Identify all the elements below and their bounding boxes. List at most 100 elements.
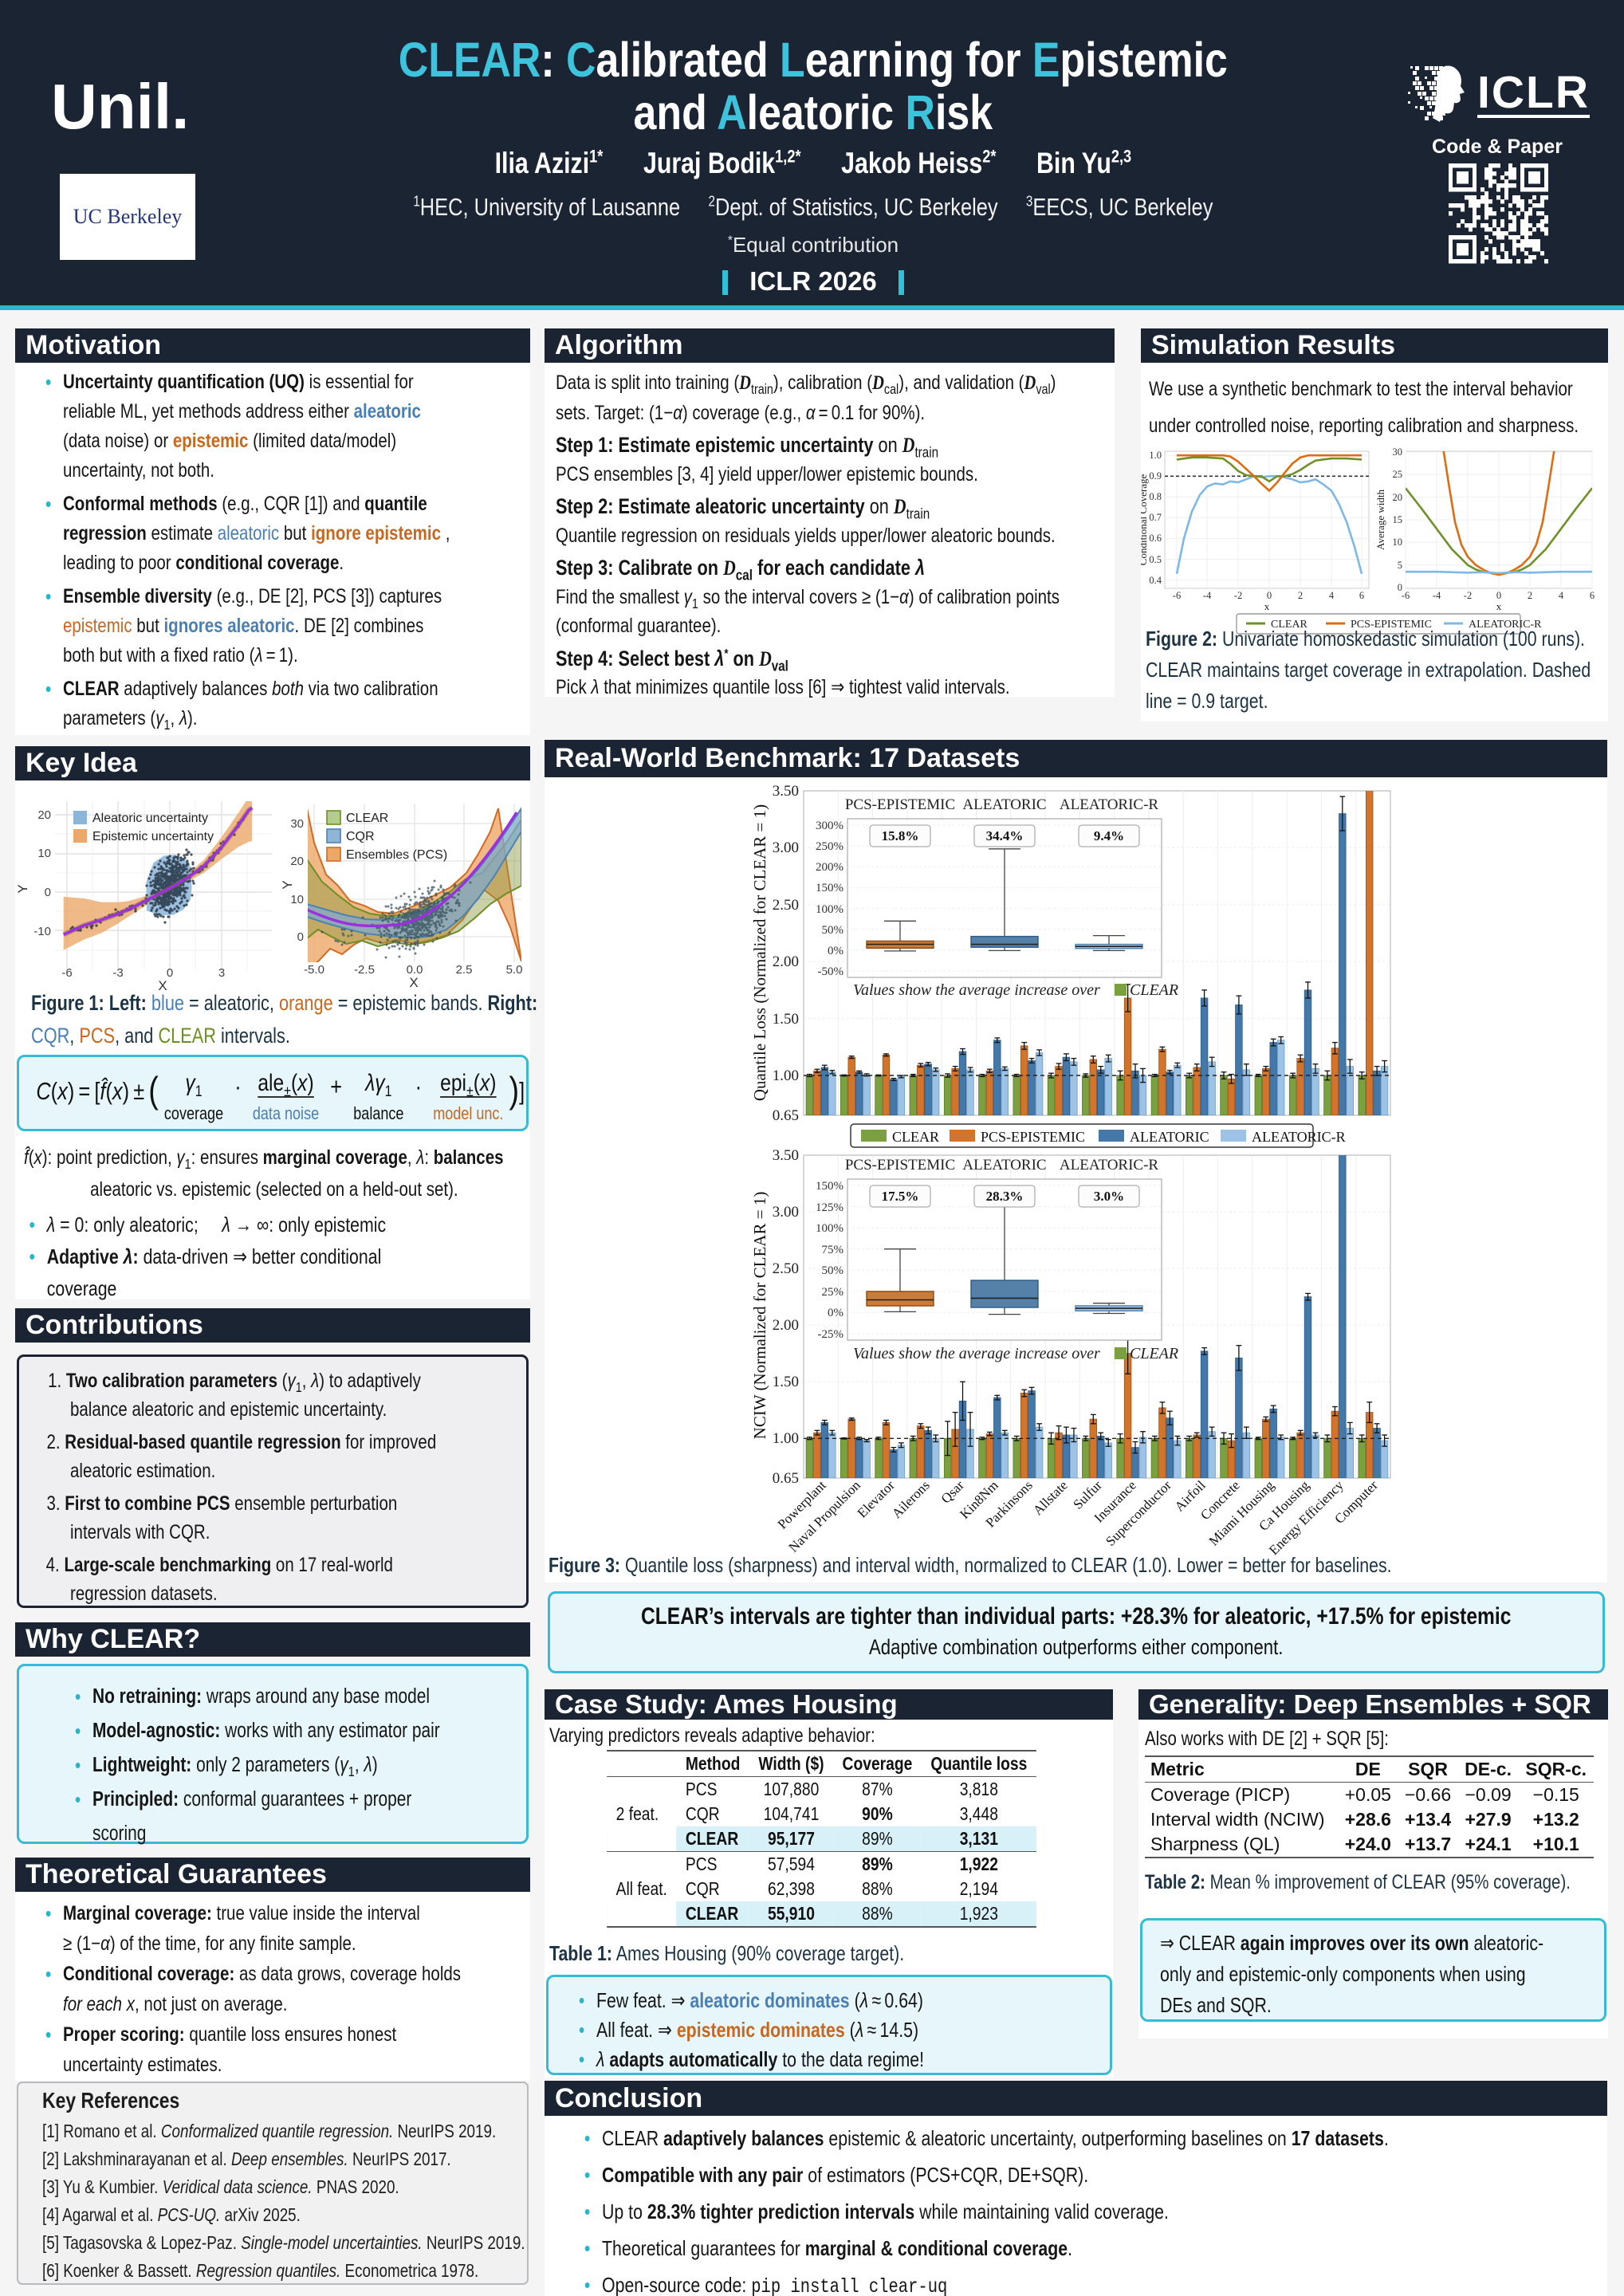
svg-text:Values show the average increa: Values show the average increase over — [853, 981, 1100, 999]
svg-text:Ailerons: Ailerons — [889, 1477, 933, 1521]
svg-text:Average width: Average width — [1374, 489, 1386, 550]
svg-text:-2: -2 — [1234, 590, 1242, 601]
svg-text:0: 0 — [1267, 590, 1272, 601]
svg-text:ALEATORIC-R: ALEATORIC-R — [1469, 619, 1542, 631]
svg-text:Allstate: Allstate — [1030, 1477, 1071, 1518]
svg-text:3.50: 3.50 — [773, 1147, 799, 1164]
svg-text:ALEATORIC: ALEATORIC — [962, 1157, 1046, 1174]
svg-text:1.00: 1.00 — [773, 1430, 799, 1447]
svg-text:-3: -3 — [112, 966, 123, 980]
svg-text:ALEATORIC: ALEATORIC — [1130, 1129, 1209, 1145]
svg-text:3: 3 — [218, 966, 225, 980]
svg-text:0.5: 0.5 — [1149, 554, 1162, 565]
svg-text:50%: 50% — [822, 924, 844, 937]
svg-text:PCS-EPISTEMIC: PCS-EPISTEMIC — [981, 1129, 1085, 1145]
svg-text:100%: 100% — [816, 903, 843, 916]
svg-text:34.4%: 34.4% — [986, 828, 1024, 843]
svg-text:6: 6 — [1590, 590, 1595, 601]
svg-text:Aleatoric uncertainty: Aleatoric uncertainty — [92, 812, 208, 825]
svg-text:125%: 125% — [816, 1201, 843, 1214]
svg-text:3.00: 3.00 — [773, 1204, 799, 1221]
svg-text:CLEAR: CLEAR — [346, 812, 388, 825]
svg-text:20: 20 — [37, 808, 51, 822]
svg-text:Values show the average increa: Values show the average increase over — [853, 1345, 1100, 1362]
svg-text:25: 25 — [1393, 469, 1403, 480]
svg-text:10: 10 — [290, 893, 304, 906]
svg-text:ALEATORIC-R: ALEATORIC-R — [1252, 1129, 1346, 1145]
svg-text:3.00: 3.00 — [773, 839, 799, 856]
svg-text:-4: -4 — [1433, 590, 1441, 601]
svg-text:0.65: 0.65 — [773, 1470, 799, 1487]
svg-text:15.8%: 15.8% — [882, 828, 919, 843]
svg-text:Ensembles (PCS): Ensembles (PCS) — [346, 848, 447, 862]
svg-text:-50%: -50% — [818, 965, 844, 978]
svg-text:0%: 0% — [828, 945, 843, 957]
svg-text:-2.5: -2.5 — [354, 963, 375, 977]
svg-text:X: X — [158, 978, 167, 993]
svg-text:1.0: 1.0 — [1149, 450, 1162, 461]
svg-text:2.00: 2.00 — [773, 1317, 799, 1334]
svg-text:PCS-EPISTEMIC: PCS-EPISTEMIC — [845, 1157, 955, 1174]
svg-text:-6: -6 — [1173, 590, 1181, 601]
svg-text:0: 0 — [45, 886, 51, 899]
svg-text:28.3%: 28.3% — [986, 1189, 1024, 1204]
svg-text:X: X — [409, 975, 418, 990]
svg-text:0.7: 0.7 — [1149, 512, 1162, 523]
svg-text:0: 0 — [297, 930, 304, 944]
svg-text:4: 4 — [1329, 590, 1335, 601]
svg-text:x: x — [1264, 600, 1270, 612]
svg-text:Epistemic uncertainty: Epistemic uncertainty — [92, 830, 214, 843]
svg-text:0: 0 — [1496, 590, 1501, 601]
svg-text:150%: 150% — [816, 882, 843, 894]
svg-text:4: 4 — [1559, 590, 1564, 601]
svg-text:100%: 100% — [816, 1222, 843, 1235]
svg-text:0.65: 0.65 — [773, 1107, 799, 1124]
svg-text:6: 6 — [1359, 590, 1364, 601]
svg-text:9.4%: 9.4% — [1094, 828, 1124, 843]
svg-text:-6: -6 — [1402, 590, 1410, 601]
svg-text:1.50: 1.50 — [773, 1011, 799, 1028]
svg-text:-10: -10 — [33, 925, 51, 938]
svg-text:ALEATORIC-R: ALEATORIC-R — [1060, 796, 1159, 813]
svg-text:Quantile Loss (Normalized for: Quantile Loss (Normalized for CLEAR = 1) — [750, 804, 769, 1101]
svg-text:2.50: 2.50 — [773, 897, 799, 914]
svg-text:ALEATORIC: ALEATORIC — [962, 796, 1046, 813]
svg-text:2: 2 — [1298, 590, 1303, 601]
svg-text:200%: 200% — [816, 861, 843, 874]
svg-text:3.0%: 3.0% — [1094, 1189, 1124, 1204]
svg-text:25%: 25% — [822, 1286, 844, 1299]
svg-text:PCS-EPISTEMIC: PCS-EPISTEMIC — [1351, 619, 1432, 631]
svg-text:15: 15 — [1393, 514, 1403, 525]
svg-text:0: 0 — [167, 966, 173, 980]
svg-text:2.00: 2.00 — [773, 953, 799, 970]
svg-text:5.0: 5.0 — [506, 963, 523, 977]
svg-text:Elevator: Elevator — [855, 1477, 898, 1520]
svg-text:CLEAR: CLEAR — [892, 1129, 939, 1145]
svg-text:PCS-EPISTEMIC: PCS-EPISTEMIC — [845, 796, 955, 813]
svg-text:0.6: 0.6 — [1149, 533, 1162, 544]
svg-text:10: 10 — [37, 847, 51, 860]
svg-text:CLEAR: CLEAR — [1271, 619, 1308, 631]
svg-text:17.5%: 17.5% — [882, 1189, 919, 1204]
svg-text:150%: 150% — [816, 1180, 843, 1193]
svg-text:75%: 75% — [822, 1244, 844, 1256]
svg-text:-6: -6 — [61, 966, 72, 980]
svg-text:Y: Y — [281, 880, 295, 889]
svg-text:1.00: 1.00 — [773, 1067, 799, 1084]
svg-text:2: 2 — [1528, 590, 1532, 601]
svg-text:2.5: 2.5 — [456, 963, 473, 977]
svg-text:0.8: 0.8 — [1149, 491, 1162, 502]
svg-text:30: 30 — [1393, 446, 1403, 458]
svg-text:2.50: 2.50 — [773, 1260, 799, 1277]
svg-text:0.4: 0.4 — [1149, 575, 1162, 586]
svg-text:Y: Y — [16, 884, 30, 893]
svg-text:20: 20 — [1393, 492, 1403, 503]
svg-text:0.9: 0.9 — [1149, 470, 1162, 482]
svg-text:CLEAR: CLEAR — [1130, 1345, 1178, 1362]
svg-text:5: 5 — [1398, 560, 1402, 571]
svg-text:1.50: 1.50 — [773, 1374, 799, 1390]
svg-text:NCIW (Normalized for CLEAR = 1: NCIW (Normalized for CLEAR = 1) — [750, 1192, 769, 1440]
svg-text:Qsar: Qsar — [938, 1477, 967, 1506]
svg-text:Conditional Coverage: Conditional Coverage — [1141, 474, 1149, 566]
svg-text:50%: 50% — [822, 1264, 844, 1277]
